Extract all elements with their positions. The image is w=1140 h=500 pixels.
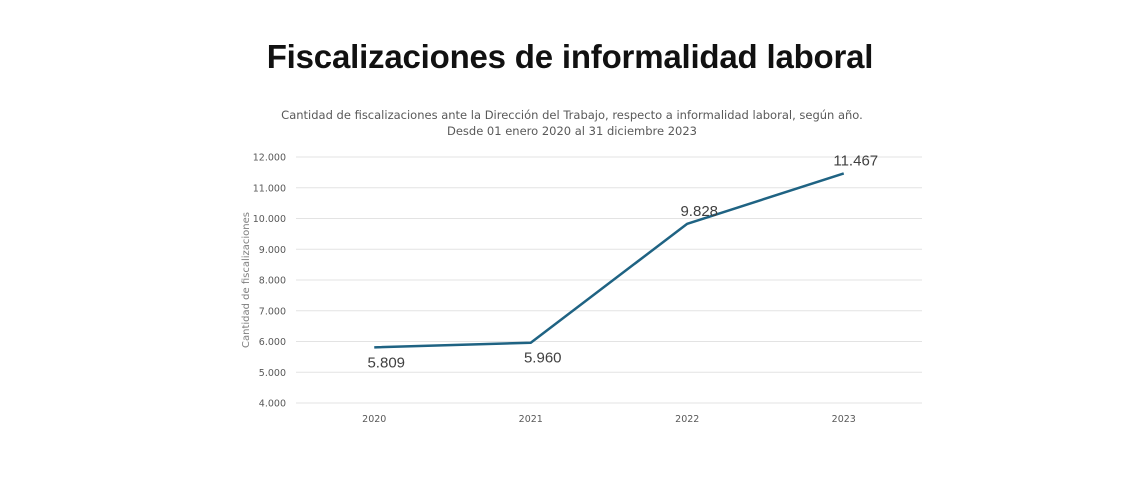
data-label: 11.467	[833, 152, 878, 169]
y-tick-label: 11.000	[253, 183, 286, 194]
data-label: 9.828	[680, 203, 718, 220]
y-tick-label: 4.000	[259, 399, 286, 410]
series-line	[374, 172, 845, 349]
data-label: 5.960	[524, 350, 562, 367]
x-tick-label: 2020	[362, 414, 386, 425]
chart-title: Cantidad de fiscalizaciones ante la Dire…	[281, 108, 863, 122]
x-tick-label: 2023	[832, 414, 856, 425]
y-tick-label: 8.000	[259, 276, 286, 287]
y-tick-label: 9.000	[259, 245, 286, 256]
y-tick-label: 10.000	[253, 214, 286, 225]
y-tick-label: 6.000	[259, 337, 286, 348]
y-tick-label: 5.000	[259, 368, 286, 379]
chart-subtitle: Desde 01 enero 2020 al 31 diciembre 2023	[447, 124, 697, 138]
y-axis-label: Cantidad de fiscalizaciones	[241, 212, 252, 348]
x-tick-label: 2022	[675, 414, 699, 425]
y-tick-label: 12.000	[253, 153, 286, 164]
data-label: 5.809	[367, 354, 405, 371]
x-tick-label: 2021	[519, 414, 543, 425]
y-tick-label: 7.000	[259, 306, 286, 317]
page-title: Fiscalizaciones de informalidad laboral	[266, 38, 874, 75]
